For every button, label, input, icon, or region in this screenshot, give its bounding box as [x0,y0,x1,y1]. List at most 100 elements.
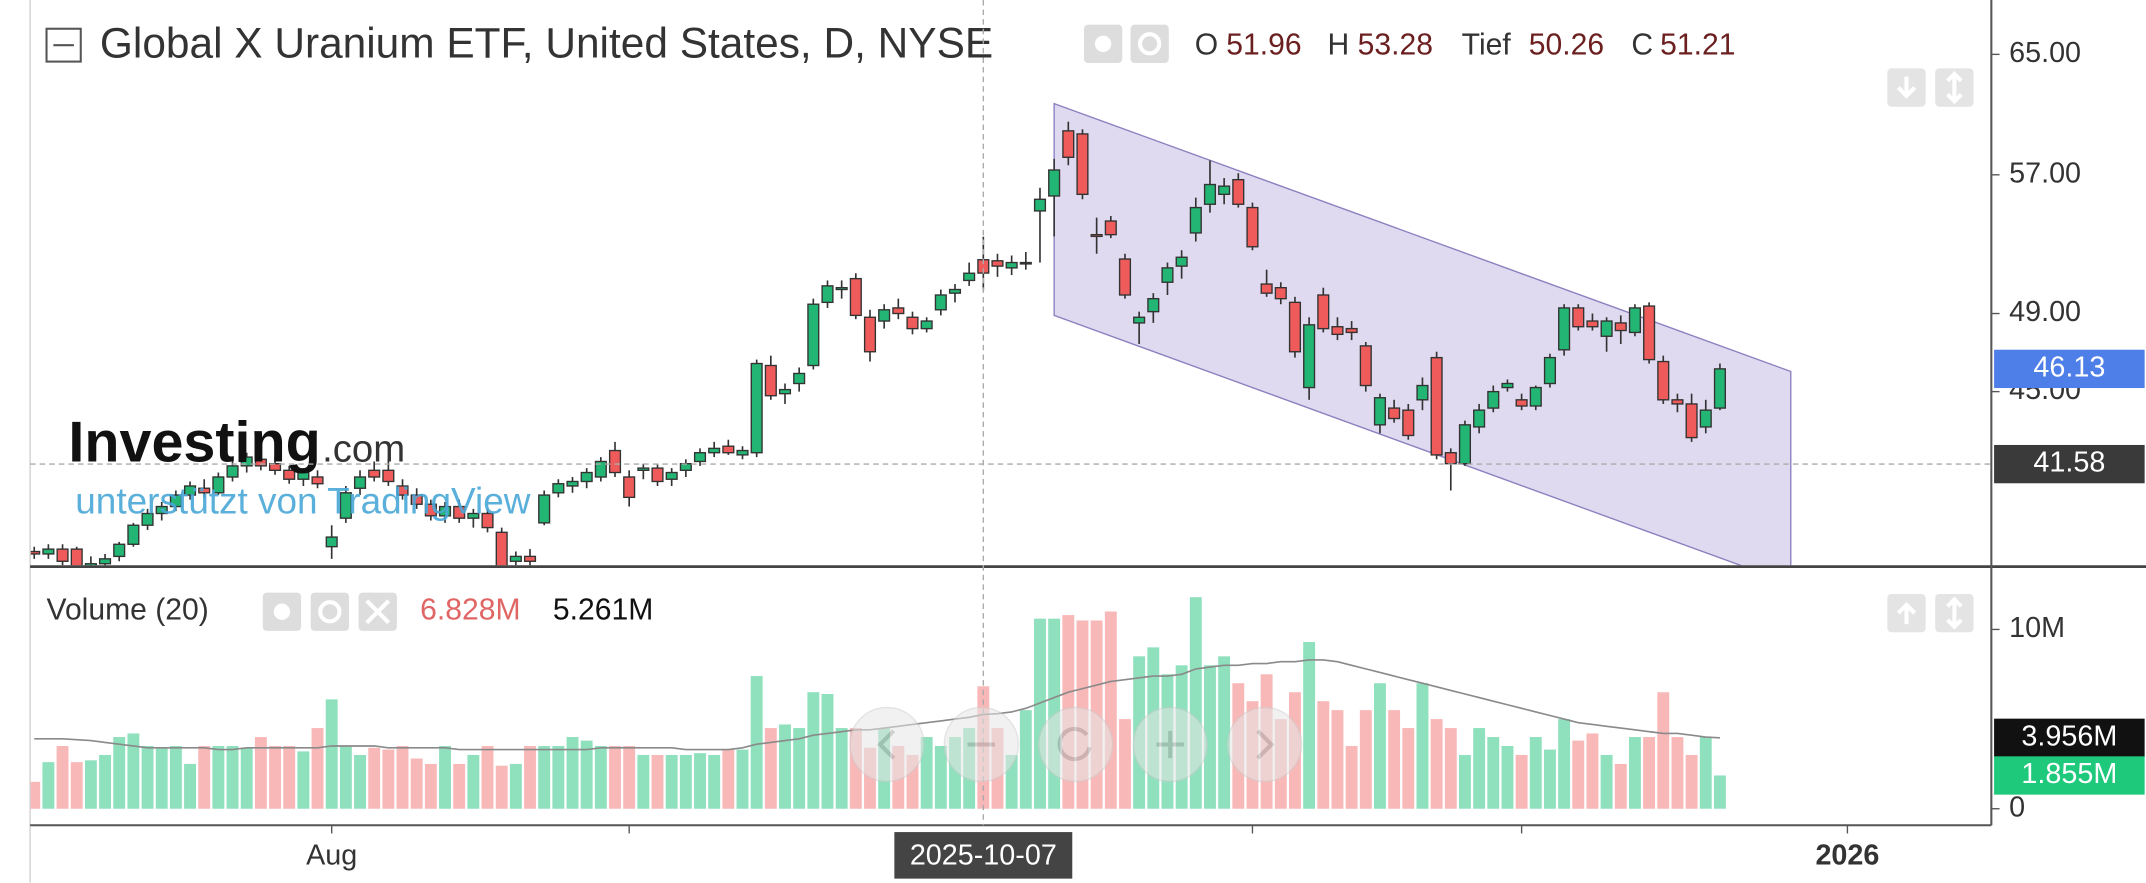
volume-ma-value: 5.261M [553,594,653,627]
volume-bar [325,699,338,809]
ohlc-key: Tief [1462,28,1512,61]
candle-body [283,469,296,480]
volume-bar [1204,665,1216,809]
volume-bar [439,745,451,809]
crosshair-price-label-box [1994,444,2145,484]
volume-bar [1572,740,1585,809]
volume-bar [849,728,862,809]
candle-body [1118,258,1132,296]
candle-body [708,447,721,454]
volume-bar [1713,775,1726,809]
volume-bar [1119,719,1131,809]
candle-body [1288,301,1302,353]
volume-bar [127,733,140,809]
volume-bar [566,737,579,809]
volume-bar [212,745,225,809]
candle-body [1529,386,1542,407]
candle-body [1246,206,1259,248]
price-pane [30,102,1792,566]
candle-body [1317,294,1330,330]
candle-body [1402,409,1415,437]
candle-body [42,548,55,555]
volume-bar [269,745,281,809]
volume-bar [793,728,806,809]
volume-bar [1628,737,1641,809]
volume-bar [1005,754,1018,809]
scroll-left-button[interactable] [849,706,925,783]
volume-settings-button[interactable] [310,592,349,631]
scroll-right-button[interactable] [1226,706,1303,783]
volume-bar [99,754,111,809]
candle-body [1048,169,1061,197]
volume-bar [1614,763,1627,809]
candle-body [467,512,480,519]
candle-body [736,449,749,456]
candle-body [807,303,820,367]
candle-body [396,485,409,496]
volume-ma-label-box [1994,718,2145,757]
candle-body [580,471,593,483]
volume-bar [1402,728,1415,809]
candle-body [934,294,947,311]
candle-body [226,465,239,478]
collapse-button[interactable] [45,27,82,63]
crosshair-date-label: 2025-10-07 [910,839,1057,871]
volume-bar [694,753,706,809]
volume-bar [184,763,196,809]
volume-bar [1317,701,1330,809]
candle-body [212,476,225,494]
candle-body [1260,283,1273,294]
candle-body [410,494,423,505]
volume-bar [396,745,409,809]
arrow-up-icon [1896,602,1917,625]
candle-body [1515,399,1528,407]
chevron-left-icon [877,729,896,760]
ohlc-value: 51.96 [1226,28,1301,61]
candle-body [1133,316,1146,324]
reset-button[interactable] [1038,706,1114,783]
candle-body [169,494,182,508]
eye-icon [1094,35,1112,53]
volume-bar [722,749,735,809]
candle-body [594,460,607,478]
volume-bar [169,745,182,809]
volume-bar [835,728,848,809]
settings-button[interactable] [1130,24,1169,63]
candle-body [1104,220,1117,236]
ohlc-key: O [1195,28,1218,61]
candle-body [1430,356,1443,456]
candle-body [1005,261,1018,269]
eye-icon [273,603,291,620]
chart-title: Global X Uranium ETF, United States, D, … [100,20,993,67]
ohlc-value: 53.28 [1358,28,1433,61]
candle-body [141,512,154,526]
candle-body [453,505,466,519]
candle-body [438,505,452,517]
candle-body [566,480,579,487]
volume-bar [1331,710,1344,809]
candle-body [1713,368,1726,409]
candle-body [1175,256,1188,267]
volume-bar [807,692,820,809]
volume-bar [1501,745,1514,809]
volume-bar [1444,728,1457,809]
volume-bar [481,745,494,809]
candle-body [113,543,126,558]
volume-last-label: 1.855M [2021,758,2117,790]
candle-body [198,487,211,494]
volume-bar [1388,710,1401,809]
candle-body [750,362,763,454]
candle-body [1359,345,1372,387]
candle-body [665,471,678,480]
volume-bar [594,745,607,809]
candle-body [382,469,395,483]
candle-body [1657,360,1670,401]
candle-body [1076,133,1089,196]
candle-body [722,445,735,454]
volume-bar [155,747,168,809]
candle-body [1033,198,1047,212]
candle-body [1487,390,1500,409]
close-icon [365,599,391,625]
candle-body [70,548,83,566]
candle-body [325,536,338,548]
